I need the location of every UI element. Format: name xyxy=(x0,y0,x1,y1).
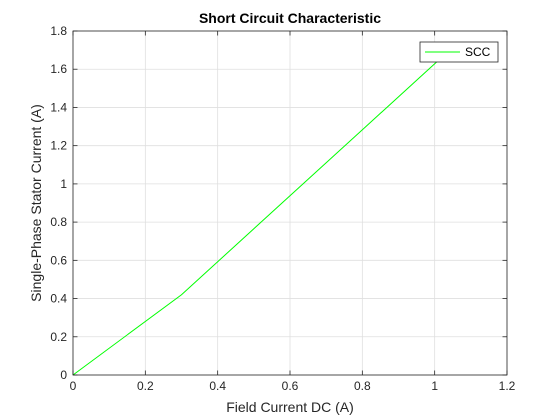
x-tick-label: 0.2 xyxy=(137,379,154,393)
x-tick-label: 0.4 xyxy=(209,379,226,393)
y-tick-label: 0.2 xyxy=(50,330,67,344)
legend-entry-label: SCC xyxy=(465,45,491,59)
x-tick-label: 0 xyxy=(70,379,77,393)
series-line-scc xyxy=(72,53,446,376)
y-tick-label: 0.8 xyxy=(50,215,67,229)
x-tick-label: 1.2 xyxy=(499,379,516,393)
x-tick-label: 0.6 xyxy=(282,379,299,393)
grid-lines xyxy=(72,30,508,376)
y-tick-label: 1.4 xyxy=(50,100,67,114)
y-axis-label: Single-Phase Stator Current (A) xyxy=(28,104,44,302)
y-tick-label: 0 xyxy=(60,368,67,382)
y-tick-label: 1 xyxy=(60,177,67,191)
y-tick-label: 0.4 xyxy=(50,292,67,306)
y-tick-label: 1.6 xyxy=(50,62,67,76)
plot-area xyxy=(72,53,446,376)
y-tick-label: 0.6 xyxy=(50,253,67,267)
y-tick-label: 1.2 xyxy=(50,139,67,153)
legend[interactable]: SCC xyxy=(419,41,499,63)
x-axis-label: Field Current DC (A) xyxy=(226,399,354,415)
y-tick-label: 1.8 xyxy=(50,24,67,38)
x-tick-label: 1 xyxy=(431,379,438,393)
axis-ticks: 0 0.2 0.4 0.6 0.8 1 1.2 0 0.2 0.4 0.6 0.8 1 1.2 1.4 1.6… xyxy=(50,24,515,393)
chart-title: Short Circuit Characteristic xyxy=(199,10,381,26)
x-tick-label: 0.8 xyxy=(354,379,371,393)
